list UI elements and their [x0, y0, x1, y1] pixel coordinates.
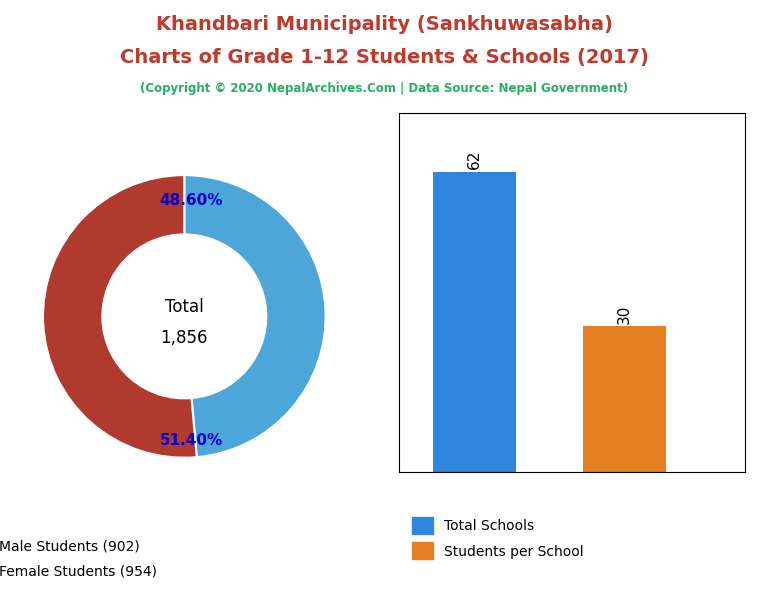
Text: 30: 30: [617, 304, 632, 324]
Text: Total: Total: [165, 297, 204, 316]
Legend: Total Schools, Students per School: Total Schools, Students per School: [406, 512, 589, 565]
Text: 62: 62: [467, 150, 482, 169]
Text: Charts of Grade 1-12 Students & Schools (2017): Charts of Grade 1-12 Students & Schools …: [120, 48, 648, 67]
Text: Khandbari Municipality (Sankhuwasabha): Khandbari Municipality (Sankhuwasabha): [156, 15, 612, 34]
Wedge shape: [43, 175, 197, 458]
Text: (Copyright © 2020 NepalArchives.Com | Data Source: Nepal Government): (Copyright © 2020 NepalArchives.Com | Da…: [140, 82, 628, 96]
Text: 1,856: 1,856: [161, 328, 208, 347]
Text: 48.60%: 48.60%: [160, 193, 223, 208]
Bar: [433, 171, 516, 472]
Bar: [584, 327, 666, 472]
Legend: Male Students (902), Female Students (954): Male Students (902), Female Students (95…: [0, 532, 163, 585]
Wedge shape: [184, 175, 326, 457]
Text: 51.40%: 51.40%: [160, 433, 223, 448]
